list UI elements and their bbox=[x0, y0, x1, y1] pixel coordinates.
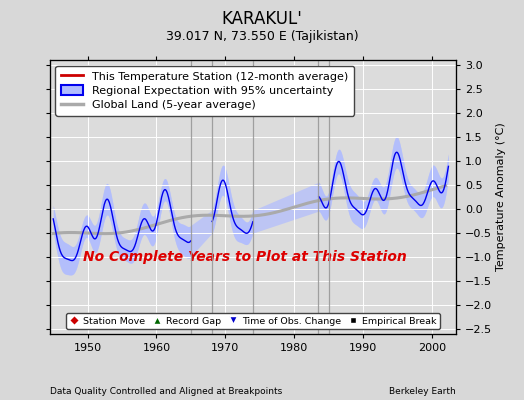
Text: Data Quality Controlled and Aligned at Breakpoints: Data Quality Controlled and Aligned at B… bbox=[50, 387, 282, 396]
Y-axis label: Temperature Anomaly (°C): Temperature Anomaly (°C) bbox=[496, 123, 506, 271]
Legend: Station Move, Record Gap, Time of Obs. Change, Empirical Break: Station Move, Record Gap, Time of Obs. C… bbox=[66, 313, 440, 329]
Text: Berkeley Earth: Berkeley Earth bbox=[389, 387, 456, 396]
Text: 39.017 N, 73.550 E (Tajikistan): 39.017 N, 73.550 E (Tajikistan) bbox=[166, 30, 358, 43]
Text: KARAKUL': KARAKUL' bbox=[222, 10, 302, 28]
Text: No Complete Years to Plot at This Station: No Complete Years to Plot at This Statio… bbox=[83, 250, 407, 264]
